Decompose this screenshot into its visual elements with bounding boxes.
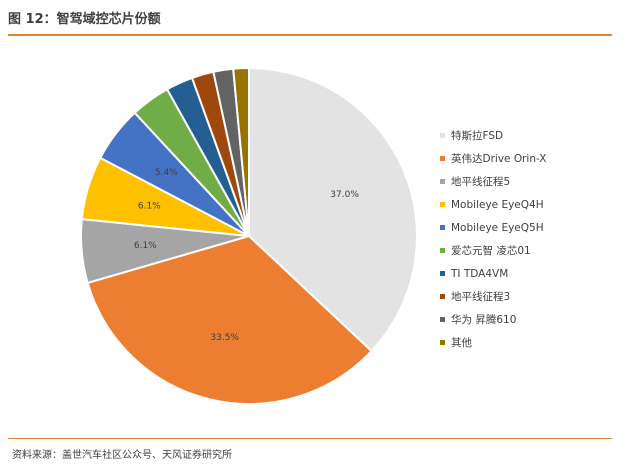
legend-label: 特斯拉FSD — [451, 130, 504, 142]
source-rule — [8, 438, 612, 439]
legend-swatch — [440, 133, 445, 138]
legend-item-3: 地平线征程5 — [440, 170, 546, 193]
legend-label: 英伟达Drive Orin-X — [451, 153, 547, 165]
legend-label: TI TDA4VM — [451, 267, 509, 280]
legend-item-1: 特斯拉FSD — [440, 124, 546, 147]
legend-item-4: Mobileye EyeQ4H — [440, 193, 546, 216]
pie-slice-2 — [86, 234, 373, 405]
legend-swatch — [440, 271, 445, 276]
legend-swatch — [440, 202, 445, 207]
legend-item-2: 英伟达Drive Orin-X — [440, 147, 546, 170]
legend-label: 地平线征程3 — [451, 291, 511, 303]
title-rule — [8, 34, 612, 36]
slice-data-label-3: 6.1% — [134, 241, 157, 251]
legend-label: 爱芯元智 凌芯01 — [451, 245, 531, 257]
legend-swatch — [440, 340, 445, 345]
pie-slice-10 — [232, 66, 250, 237]
legend-label: Mobileye EyeQ4H — [451, 198, 544, 211]
legend-swatch — [440, 294, 445, 299]
legend-label: Mobileye EyeQ5H — [451, 221, 544, 234]
legend-item-8: 地平线征程3 — [440, 285, 546, 308]
legend-label: 华为 昇腾610 — [451, 314, 517, 326]
pie-chart: 37.0% 33.5% 6.1% 6.1% 5.4% — [80, 66, 418, 405]
legend-item-5: Mobileye EyeQ5H — [440, 216, 546, 239]
slice-data-label-1: 37.0% — [330, 190, 359, 200]
pie-slice-1 — [248, 66, 418, 353]
legend-swatch — [440, 225, 445, 230]
legend-swatch — [440, 317, 445, 322]
legend-item-6: 爱芯元智 凌芯01 — [440, 239, 546, 262]
slice-data-label-5: 5.4% — [155, 168, 178, 178]
legend-item-9: 华为 昇腾610 — [440, 308, 546, 331]
legend-label: 其他 — [451, 337, 472, 349]
legend-item-10: 其他 — [440, 331, 546, 354]
chart-legend: 特斯拉FSD 英伟达Drive Orin-X 地平线征程5 Mobileye EyeQ… — [440, 124, 546, 354]
legend-swatch — [440, 179, 445, 184]
slice-data-label-4: 6.1% — [138, 202, 161, 212]
source-note: 资料来源：盖世汽车社区公众号、天风证券研究所 — [12, 450, 232, 461]
figure-title: 图 12：智驾域控芯片份额 — [8, 12, 161, 27]
slice-data-label-2: 33.5% — [210, 333, 239, 343]
legend-item-7: TI TDA4VM — [440, 262, 546, 285]
legend-swatch — [440, 248, 445, 253]
legend-swatch — [440, 156, 445, 161]
legend-label: 地平线征程5 — [451, 176, 511, 188]
